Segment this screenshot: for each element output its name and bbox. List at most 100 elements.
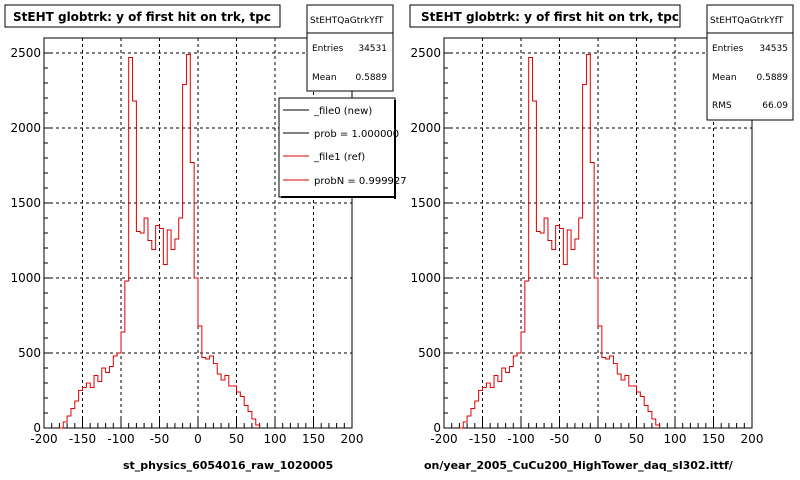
panel-left-stats-entries-label: Entries bbox=[312, 44, 344, 54]
panel-right-bin bbox=[544, 218, 548, 428]
panel-left-bin bbox=[248, 412, 252, 429]
panel-right-bin bbox=[567, 230, 571, 428]
panel-right-stats-entries-value: 34535 bbox=[759, 44, 788, 54]
panel-right-bin bbox=[613, 364, 617, 429]
panel-right-xtick-label--150: -150 bbox=[469, 432, 496, 446]
panel-left-bin bbox=[167, 230, 171, 428]
panel-left-bin bbox=[221, 380, 225, 428]
panel-left-title: StEHT globtrk: y of first hit on trk, tp… bbox=[13, 10, 271, 24]
panel-left-bin bbox=[206, 359, 210, 428]
panel-left-bin bbox=[198, 326, 202, 428]
panel-right-bin bbox=[483, 388, 487, 429]
panel-right-grid bbox=[444, 38, 752, 428]
panel-left-bin bbox=[225, 376, 229, 429]
panel-left-bin bbox=[210, 356, 214, 428]
panel-right-stats-mean-label: Mean bbox=[712, 73, 737, 83]
panel-left-bin bbox=[190, 163, 194, 429]
panel-left-bin bbox=[240, 397, 244, 429]
panel-right-bin bbox=[467, 416, 471, 428]
panel-right-bin bbox=[529, 58, 533, 429]
panel-left-ytick-label-0: 0 bbox=[33, 421, 41, 435]
panel-left-bin bbox=[186, 55, 190, 429]
panel-right-stats-mean-value: 0.5889 bbox=[757, 73, 789, 83]
panel-right-ytick-label-1000: 1000 bbox=[410, 271, 441, 285]
panel-right-ytick-label-2000: 2000 bbox=[410, 121, 441, 135]
panel-left-bin bbox=[75, 401, 79, 428]
panel-left-stats-entries-value: 34531 bbox=[358, 44, 387, 54]
panel-left-bin bbox=[86, 383, 90, 428]
panel-left-legend: _file0 (new) prob = 1.000000 _file1 (ref… bbox=[278, 97, 407, 199]
panel-left-bin bbox=[98, 382, 102, 429]
panel-right-bin bbox=[606, 359, 610, 428]
panel-left-stats-name: StEHTQaGtrkYfT bbox=[310, 16, 384, 26]
panel-right-bars bbox=[463, 55, 659, 429]
panel-right-bin bbox=[598, 326, 602, 428]
panel-left-bin bbox=[213, 364, 217, 429]
panel-left-xticks: -200 -150 -100 -50 0 50 100 150 200 bbox=[30, 418, 363, 446]
panel-right-bin bbox=[486, 383, 490, 428]
panel-right-bin bbox=[533, 101, 537, 428]
panel-left-bin bbox=[217, 374, 221, 428]
panel-left-bin bbox=[79, 391, 83, 429]
panel-right-bin bbox=[575, 239, 579, 428]
panel-left-bin bbox=[183, 85, 187, 429]
panel-right-bin bbox=[652, 419, 656, 428]
panel-right-bin bbox=[471, 409, 475, 429]
panel-left-bin bbox=[179, 218, 183, 428]
panel-right-bin bbox=[648, 412, 652, 429]
panel-left-bin bbox=[140, 233, 144, 428]
panel-left-bin bbox=[152, 250, 156, 429]
panel-left-bin bbox=[136, 232, 140, 429]
panel-right-title-box bbox=[409, 4, 681, 28]
panel-left-bin bbox=[163, 265, 167, 429]
panel-right-xtick-label-200: 200 bbox=[741, 432, 764, 446]
panel-right-ytick-label-1500: 1500 bbox=[410, 196, 441, 210]
panel-left-xtick-label-50: 50 bbox=[229, 432, 244, 446]
panel-left-ytick-label-1500: 1500 bbox=[10, 196, 41, 210]
panel-left-bin bbox=[83, 388, 87, 429]
panel-left-bin bbox=[252, 419, 256, 428]
panel-right-bin bbox=[502, 368, 506, 428]
panel-left-xtick-label--100: -100 bbox=[107, 432, 134, 446]
panel-left-bars bbox=[63, 55, 259, 429]
panel-right-stats-rms-value: 66.09 bbox=[762, 101, 788, 111]
panel-right-stats-box: StEHTQaGtrkYfT Entries 34535 Mean 0.5889… bbox=[706, 4, 794, 121]
panel-left-bin bbox=[117, 353, 121, 428]
panel-right-bin bbox=[475, 401, 479, 428]
panel-left-stats-box: StEHTQaGtrkYfT Entries 34531 Mean 0.5889 bbox=[306, 4, 394, 92]
legend-entry-probn: probN = 0.999927 bbox=[314, 176, 407, 187]
panel-right-ytick-label-500: 500 bbox=[418, 346, 441, 360]
panel-left-xtick-label--150: -150 bbox=[69, 432, 96, 446]
panel-left-yticks: 0 500 1000 1500 2000 2500 bbox=[10, 46, 52, 435]
panel-right-bin bbox=[536, 232, 540, 429]
panel-right-xtick-label--100: -100 bbox=[507, 432, 534, 446]
panel-right-xtick-label--50: -50 bbox=[550, 432, 570, 446]
panel-left-ytick-label-2000: 2000 bbox=[10, 121, 41, 135]
panel-right-bin bbox=[644, 406, 648, 429]
panel-right-bin bbox=[513, 356, 517, 428]
panel-right-bin bbox=[583, 85, 587, 429]
panel-right-xtick-label-150: 150 bbox=[702, 432, 725, 446]
panel-right-ytick-label-2500: 2500 bbox=[410, 46, 441, 60]
panel-right-bin bbox=[637, 392, 641, 428]
panel-right-bin bbox=[590, 163, 594, 429]
panel-right-bin bbox=[617, 374, 621, 428]
panel-left-ytick-label-500: 500 bbox=[18, 346, 41, 360]
panel-left-bin bbox=[109, 367, 113, 429]
panel-left-bin bbox=[229, 386, 233, 428]
panel-left-bin bbox=[237, 392, 241, 428]
panel-left-xtick-label--50: -50 bbox=[150, 432, 170, 446]
panel-right-yticks: 0 500 1000 1500 2000 2500 bbox=[410, 46, 452, 435]
panel-right-bin bbox=[560, 229, 564, 429]
panel-right-bin bbox=[621, 380, 625, 428]
panel-right-bin bbox=[625, 376, 629, 429]
panel-right-xtick-label--200: -200 bbox=[430, 432, 457, 446]
panel-right-bin bbox=[571, 250, 575, 429]
panel-right-bin bbox=[548, 241, 552, 429]
panel-left-bin bbox=[156, 226, 160, 429]
panel-left: StEHT globtrk: y of first hit on trk, tp… bbox=[4, 4, 407, 472]
panel-right-bin bbox=[509, 367, 513, 429]
panel-left-bin bbox=[102, 368, 106, 428]
panel-left-bin bbox=[202, 358, 206, 429]
panel-left-bin bbox=[233, 386, 237, 428]
